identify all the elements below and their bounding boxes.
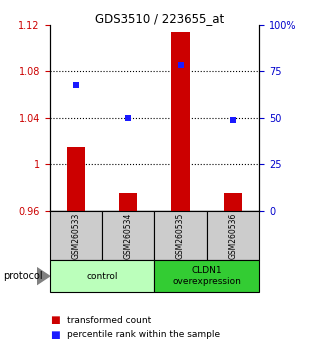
Text: ■: ■: [50, 330, 59, 339]
Bar: [155, 211, 207, 260]
Point: [126, 115, 131, 121]
Text: transformed count: transformed count: [67, 316, 151, 325]
Text: GSM260535: GSM260535: [176, 212, 185, 259]
Bar: [67, 147, 85, 211]
Text: percentile rank within the sample: percentile rank within the sample: [67, 330, 220, 339]
Text: control: control: [86, 272, 118, 281]
Bar: [155, 260, 259, 292]
Polygon shape: [37, 268, 50, 285]
Point: [178, 63, 183, 68]
Text: GSM260533: GSM260533: [71, 212, 80, 259]
Text: CLDN1
overexpression: CLDN1 overexpression: [172, 267, 241, 286]
Bar: [224, 193, 242, 211]
Text: GSM260536: GSM260536: [228, 212, 237, 259]
Bar: [119, 193, 137, 211]
Point: [230, 117, 236, 123]
Bar: [50, 211, 102, 260]
Text: ■: ■: [50, 315, 59, 325]
Bar: [50, 260, 155, 292]
Text: protocol: protocol: [3, 271, 43, 281]
Bar: [172, 32, 190, 211]
Text: GSM260534: GSM260534: [124, 212, 133, 259]
Text: GDS3510 / 223655_at: GDS3510 / 223655_at: [95, 12, 225, 25]
Point: [73, 82, 78, 88]
Bar: [102, 211, 155, 260]
Bar: [207, 211, 259, 260]
